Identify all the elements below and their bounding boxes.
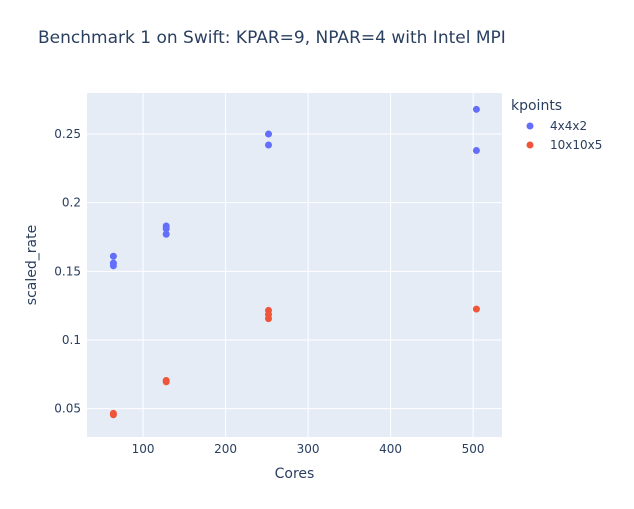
legend-label-4x4x2: 4x4x2	[550, 119, 587, 133]
x-tick-label: 100	[132, 442, 155, 456]
data-point-10x10x5-7[interactable]	[472, 305, 480, 313]
legend-marker-4x4x2	[526, 122, 534, 130]
y-tick-label: 0.05	[54, 402, 81, 416]
grid-lines	[87, 93, 502, 437]
x-tick-label: 300	[297, 442, 320, 456]
data-point-4x4x2-5[interactable]	[162, 230, 170, 238]
x-tick-label: 400	[379, 442, 402, 456]
y-tick-label: 0.15	[54, 264, 81, 278]
legend-item-10x10x5[interactable]: 10x10x5	[526, 138, 603, 152]
data-point-10x10x5-1[interactable]	[109, 411, 117, 419]
data-point-4x4x2-7[interactable]	[265, 141, 273, 149]
x-axis-title: Cores	[275, 466, 315, 482]
legend-item-4x4x2[interactable]: 4x4x2	[526, 119, 588, 133]
legend-label-10x10x5: 10x10x5	[550, 138, 602, 152]
legend-title: kpoints	[511, 98, 562, 114]
y-axis-title: scaled_rate	[24, 225, 40, 305]
y-tick-label: 0.25	[54, 127, 81, 141]
legend-marker-10x10x5	[526, 141, 534, 149]
y-tick-label: 0.1	[62, 333, 81, 347]
chart-title: Benchmark 1 on Swift: KPAR=9, NPAR=4 wit…	[38, 28, 506, 48]
data-point-10x10x5-6[interactable]	[265, 315, 273, 323]
data-point-4x4x2-0[interactable]	[109, 252, 117, 260]
data-point-4x4x2-2[interactable]	[109, 262, 117, 270]
data-point-4x4x2-4[interactable]	[162, 225, 170, 233]
y-tick-label: 0.2	[62, 196, 81, 210]
plot-area	[87, 93, 502, 437]
x-tick-label: 200	[214, 442, 237, 456]
x-tick-label: 500	[462, 442, 485, 456]
data-points	[109, 105, 480, 419]
tick-labels: 100 200 300 400 500 0.05 0.1 0.15 0.2 0.25	[54, 127, 484, 456]
data-point-10x10x5-3[interactable]	[162, 378, 170, 386]
legend: kpoints 4x4x2 10x10x5	[511, 98, 602, 152]
data-point-4x4x2-8[interactable]	[472, 105, 480, 113]
data-point-4x4x2-6[interactable]	[265, 130, 273, 138]
data-point-4x4x2-9[interactable]	[472, 147, 480, 155]
